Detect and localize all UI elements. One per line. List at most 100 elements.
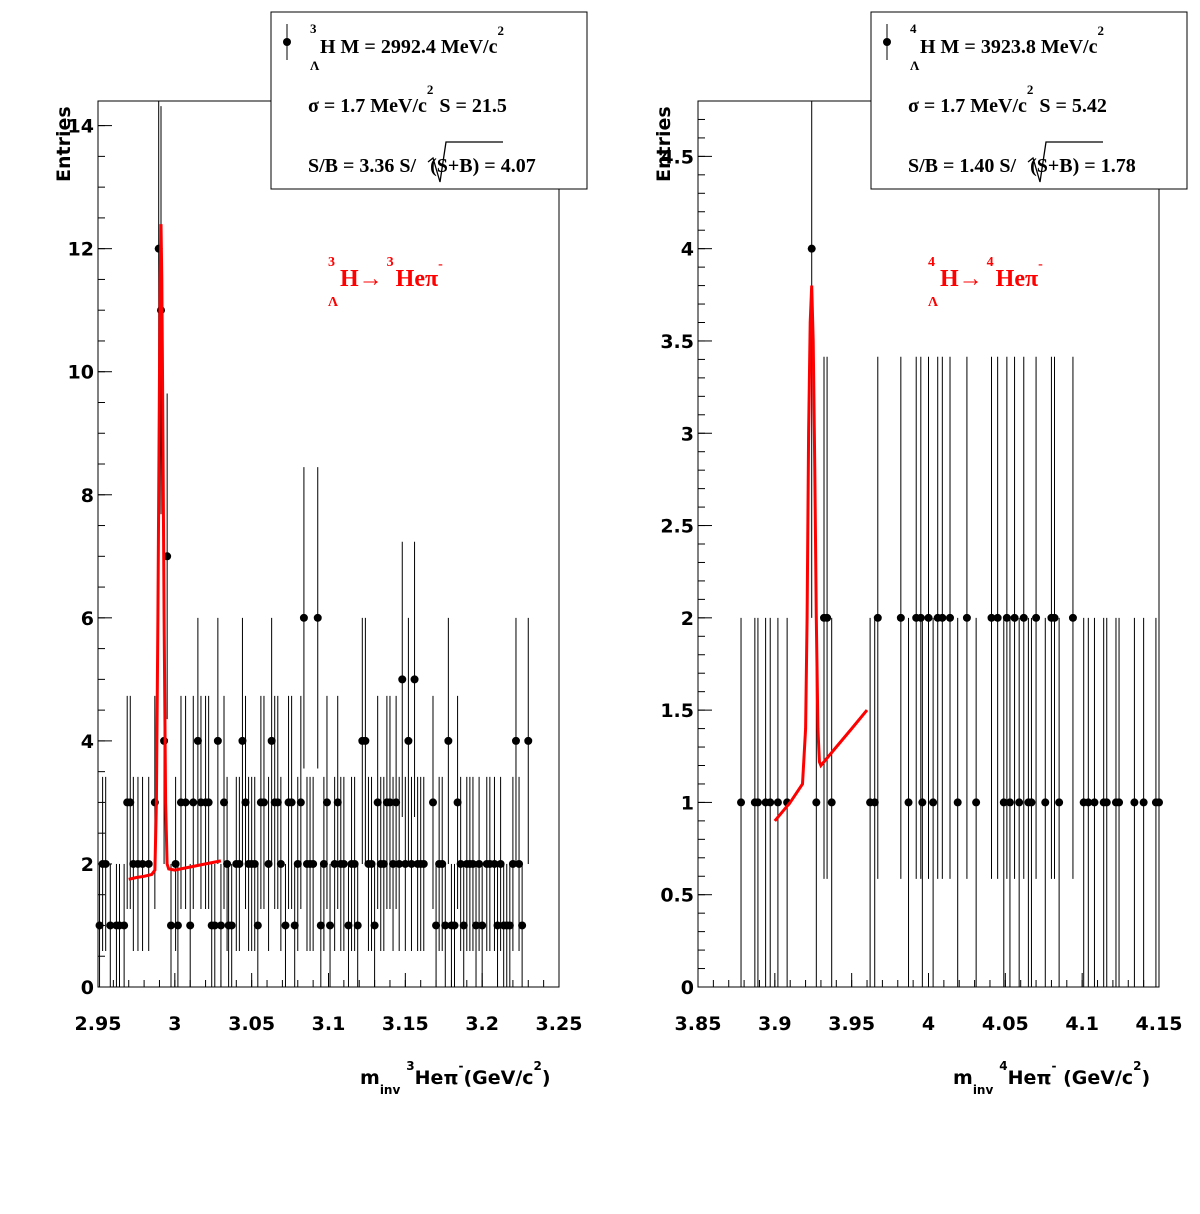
left-data-point [290,921,299,930]
left-data-point [264,859,273,868]
left-legend-line1: 3 ΛH M = 2992.4 MeV/c2 [310,21,504,73]
left-data-point [181,798,190,807]
left-data-point [353,921,362,930]
right-data-point [1015,798,1024,807]
left-legend-marker [283,38,291,46]
right-data-point [1002,613,1011,622]
right-data-point [753,798,762,807]
left-data-point [238,736,247,745]
left-panel: 2.95 3 3.05 3.1 3.15 3.2 3.25 0 2 4 6 8 10 12 14 Entri… [53,11,588,1097]
right-y-tick-label: 0.5 [660,885,694,907]
left-data-point [395,859,404,868]
left-data-point [493,921,502,930]
right-legend-sqrt-sign [1027,141,1103,183]
left-data-point [444,736,453,745]
left-legend-sqrt-sign [427,141,503,183]
left-y-tick-label: 4 [81,731,94,753]
right-data-point [946,613,955,622]
right-y-tick-label: 0 [681,977,694,999]
left-y-tick-label: 14 [68,116,94,138]
left-data-point [186,921,195,930]
right-x-tick-label: 3.85 [675,1013,722,1035]
right-y-axis-label: Entries [653,106,675,182]
left-data-point [227,921,236,930]
left-data-point [505,921,514,930]
left-data-point [379,859,388,868]
left-legend-box [270,11,588,190]
right-legend-box [870,11,1188,190]
right-x-tick-label: 4 [922,1013,935,1035]
right-x-tick-label: 4.1 [1065,1013,1099,1035]
left-data-point [515,859,524,868]
left-data-point [475,859,484,868]
right-data-point [916,613,925,622]
left-data-point [407,859,416,868]
left-data-marks [95,101,533,987]
right-data-point [904,798,913,807]
left-x-tick-label: 3.2 [465,1013,499,1035]
left-data-point [210,921,219,930]
left-data-point [459,921,468,930]
right-data-point [823,613,832,622]
left-data-point [330,859,339,868]
left-x-axis-label: minv3Heπ-(GeV/c2) [360,1059,551,1097]
left-data-point [281,921,290,930]
right-data-point [766,798,775,807]
left-legend-line3: S/B = 3.36 S/(S+B) = 4.07 [308,155,536,177]
left-data-point [299,613,308,622]
left-data-point [428,798,437,807]
right-data-point [1084,798,1093,807]
right-legend-line3: S/B = 1.40 S/(S+B) = 1.78 [908,155,1136,177]
right-data-point [1050,613,1059,622]
right-legend: 4 ΛH M = 3923.8 MeV/c2 σ = 1.7 MeV/c2S = … [870,11,1188,190]
left-data-point [401,859,410,868]
right-y-tick-label: 1.5 [660,700,694,722]
left-data-point [350,859,359,868]
right-data-point [987,613,996,622]
left-data-point [241,798,250,807]
right-data-point [807,244,816,253]
right-data-point [1090,798,1099,807]
right-data-point [827,798,836,807]
right-data-point [1055,798,1064,807]
left-data-point [392,798,401,807]
left-y-tick-label: 0 [81,977,94,999]
left-data-point [373,798,382,807]
right-data-point [993,613,1002,622]
right-fit-curve [773,285,869,822]
left-data-point [223,859,232,868]
right-y-tick-label: 2.5 [660,516,694,538]
left-x-tick-label: 3.15 [382,1013,429,1035]
right-y-tick-label: 4.5 [660,146,694,168]
left-data-point [441,921,450,930]
left-legend-line2: σ = 1.7 MeV/c2S = 21.5 [308,82,507,117]
right-decay-annotation: 4 ΛH→4Heπ- [928,255,1043,310]
right-data-point [1115,798,1124,807]
right-data-point [1041,798,1050,807]
left-data-point [309,859,318,868]
left-data-point [322,798,331,807]
left-data-point [511,736,520,745]
left-data-point [216,921,225,930]
right-y-tick-label: 3.5 [660,331,694,353]
left-data-point [438,859,447,868]
right-data-point [896,613,905,622]
right-data-point [1139,798,1148,807]
right-data-point [1032,613,1041,622]
left-data-point [220,798,229,807]
right-data-point [924,613,933,622]
right-data-point [873,613,882,622]
left-x-tick-label: 3.25 [536,1013,583,1035]
right-fit-curve-group [773,285,869,822]
right-data-point [999,798,1008,807]
right-y-tick-label: 4 [681,239,694,261]
right-x-tick-label: 4.15 [1136,1013,1183,1035]
right-data-point [972,798,981,807]
left-data-point [419,859,428,868]
right-y-tick-label: 2 [681,608,694,630]
left-data-point [478,921,487,930]
right-data-point [1102,798,1111,807]
left-data-point [189,798,198,807]
right-x-tick-label: 3.9 [758,1013,792,1035]
left-data-point [259,798,268,807]
